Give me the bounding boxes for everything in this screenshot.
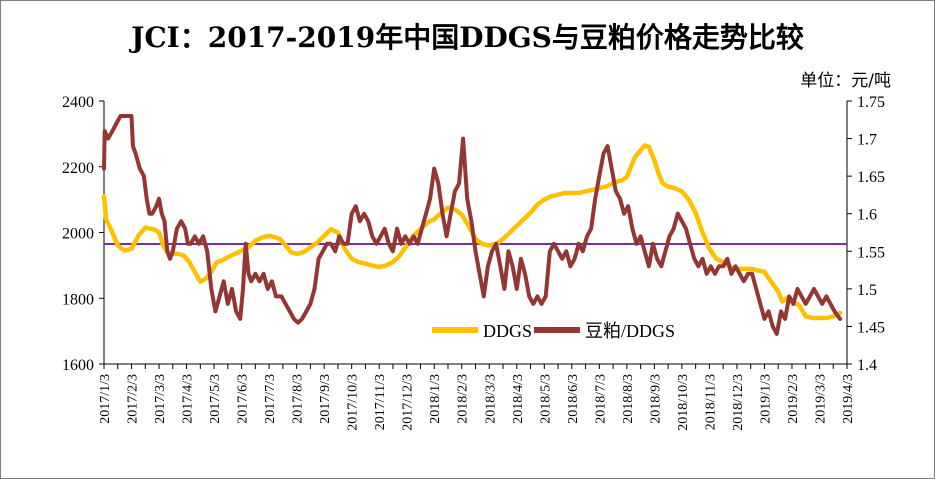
x-tick-label: 2018/4/3 [511,374,526,424]
legend-ddgs-label: DDGS [483,321,532,341]
x-tick-label: 2017/12/3 [401,374,416,431]
x-tick-label: 2018/9/3 [648,374,663,424]
x-tick-label: 2017/2/3 [126,374,141,424]
x-tick-label: 2017/7/3 [263,374,278,424]
x-tick-label: 2017/9/3 [318,374,333,424]
x-tick-label: 2018/7/3 [593,374,608,424]
y-right-tick-label: 1.7 [857,132,877,149]
x-tick-label: 2017/5/3 [208,374,223,424]
x-tick-label: 2019/4/3 [841,374,856,424]
chart-title: JCI：2017-2019年中国DDGS与豆粕价格走势比较 [131,21,804,54]
x-tick-label: 2019/1/3 [758,374,773,424]
x-tick-label: 2018/12/3 [731,374,746,431]
legend: DDGS 豆粕/DDGS [432,321,675,341]
y-left-tick-label: 2400 [62,94,94,111]
x-tick-label: 2017/1/3 [98,374,113,424]
y-right-tick-label: 1.5 [857,282,877,299]
x-tick-label: 2018/11/3 [703,374,718,430]
x-tick-label: 2018/1/3 [428,374,443,424]
x-tick-label: 2018/5/3 [538,374,553,424]
x-tick-label: 2017/10/3 [346,374,361,431]
y-left-tick-label: 1600 [62,357,94,374]
y-right-tick-label: 1.55 [857,244,885,261]
legend-ratio-label: 豆粕/DDGS [585,321,675,341]
y-right-tick-label: 1.6 [857,207,877,224]
x-tick-label: 2018/3/3 [483,374,498,424]
y-right-tick-label: 1.4 [857,357,877,374]
x-tick-label: 2018/6/3 [566,374,581,424]
x-tick-label: 2017/11/3 [373,374,388,430]
y-right-tick-label: 1.45 [857,319,885,336]
unit-label: 单位：元/吨 [800,71,891,91]
axes: 1600 1800 2000 2200 2400 1.4 1.45 1.5 1.55 1.6 1.6… [62,94,885,431]
y-left-tick-label: 2200 [62,160,94,177]
x-tick-label: 2017/6/3 [236,374,251,424]
x-tick-label: 2019/2/3 [786,374,801,424]
series-group [101,114,843,336]
y-right-tick-label: 1.75 [857,94,885,111]
y-right-tick-label: 1.65 [857,169,885,186]
x-tick-label: 2018/10/3 [676,374,691,431]
y-left-tick-label: 1800 [62,291,94,308]
x-tick-label: 2018/2/3 [456,374,471,424]
x-tick-label: 2019/3/3 [813,374,828,424]
x-tick-label: 2017/4/3 [181,374,196,424]
x-tick-label: 2017/3/3 [153,374,168,424]
x-tick-label: 2017/8/3 [291,374,306,424]
x-tick-label: 2018/8/3 [621,374,636,424]
y-left-tick-label: 2000 [62,226,94,243]
ratio-series-line [102,114,843,336]
